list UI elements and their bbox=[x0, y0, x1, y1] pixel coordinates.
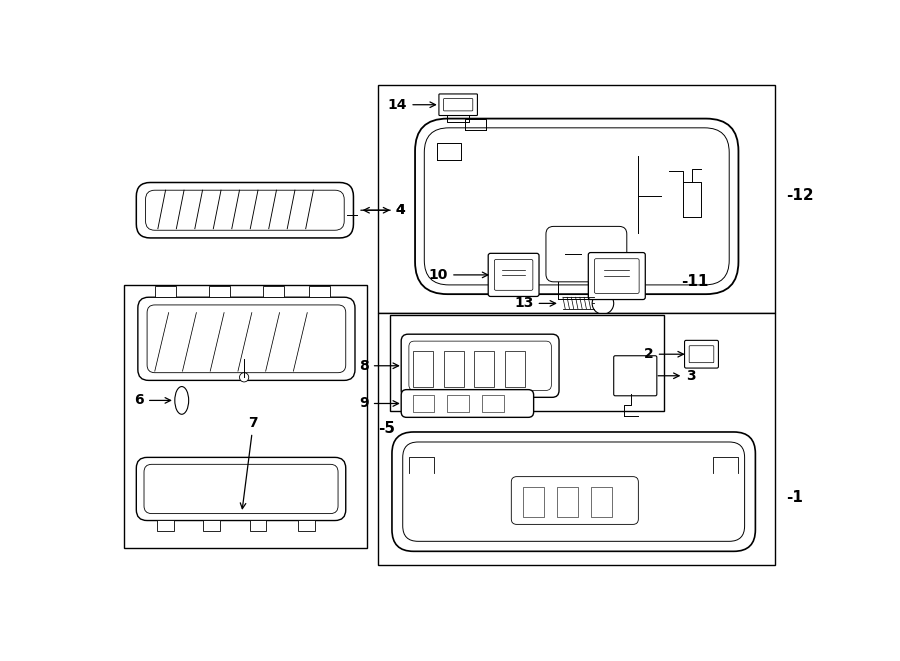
Text: 4: 4 bbox=[361, 203, 406, 217]
FancyBboxPatch shape bbox=[146, 190, 344, 230]
Text: 14: 14 bbox=[388, 98, 436, 112]
Bar bbox=[505, 351, 526, 387]
Text: 6: 6 bbox=[134, 393, 171, 407]
FancyBboxPatch shape bbox=[511, 477, 638, 524]
FancyBboxPatch shape bbox=[409, 341, 552, 391]
FancyBboxPatch shape bbox=[685, 340, 718, 368]
Text: 13: 13 bbox=[514, 296, 555, 311]
Text: -12: -12 bbox=[787, 188, 814, 203]
FancyBboxPatch shape bbox=[138, 297, 355, 380]
Text: 8: 8 bbox=[359, 359, 399, 373]
Text: -5: -5 bbox=[378, 420, 395, 436]
Bar bbox=[158, 520, 174, 531]
FancyBboxPatch shape bbox=[401, 389, 534, 417]
Bar bbox=[378, 313, 775, 565]
Text: -11: -11 bbox=[680, 274, 708, 290]
Bar bbox=[557, 487, 579, 517]
FancyBboxPatch shape bbox=[144, 464, 338, 514]
Bar bbox=[482, 395, 504, 412]
FancyBboxPatch shape bbox=[136, 182, 354, 238]
Bar bbox=[209, 286, 230, 297]
Bar bbox=[298, 520, 315, 531]
Bar bbox=[155, 286, 176, 297]
Bar bbox=[309, 286, 330, 297]
Text: 10: 10 bbox=[428, 268, 488, 282]
Text: -1: -1 bbox=[787, 490, 803, 505]
Text: 3: 3 bbox=[658, 369, 696, 383]
Bar bbox=[413, 351, 433, 387]
FancyBboxPatch shape bbox=[546, 226, 626, 282]
Bar bbox=[413, 395, 435, 412]
Bar bbox=[474, 351, 494, 387]
Bar bbox=[523, 487, 544, 517]
FancyBboxPatch shape bbox=[401, 334, 559, 397]
Bar bbox=[203, 520, 220, 531]
FancyBboxPatch shape bbox=[424, 128, 729, 285]
FancyBboxPatch shape bbox=[147, 305, 346, 373]
FancyBboxPatch shape bbox=[136, 457, 346, 520]
Bar bbox=[263, 286, 284, 297]
Bar bbox=[378, 85, 775, 313]
FancyBboxPatch shape bbox=[415, 118, 738, 294]
Bar bbox=[391, 315, 664, 411]
FancyBboxPatch shape bbox=[402, 442, 744, 541]
Bar bbox=[249, 520, 266, 531]
Text: 2: 2 bbox=[644, 347, 683, 361]
FancyBboxPatch shape bbox=[392, 432, 755, 551]
FancyBboxPatch shape bbox=[689, 346, 714, 363]
Text: 9: 9 bbox=[359, 397, 399, 410]
FancyBboxPatch shape bbox=[439, 94, 477, 116]
FancyBboxPatch shape bbox=[614, 356, 657, 396]
FancyBboxPatch shape bbox=[595, 258, 639, 293]
Text: 7: 7 bbox=[240, 416, 258, 509]
Bar bbox=[444, 351, 464, 387]
FancyBboxPatch shape bbox=[589, 253, 645, 299]
FancyBboxPatch shape bbox=[494, 260, 533, 290]
Bar bbox=[447, 395, 469, 412]
Circle shape bbox=[592, 293, 614, 314]
Text: 4: 4 bbox=[364, 203, 406, 217]
FancyBboxPatch shape bbox=[488, 253, 539, 297]
FancyBboxPatch shape bbox=[444, 98, 472, 111]
Bar bbox=[124, 285, 366, 548]
Bar bbox=[590, 487, 612, 517]
Circle shape bbox=[239, 373, 248, 382]
Ellipse shape bbox=[175, 387, 189, 414]
